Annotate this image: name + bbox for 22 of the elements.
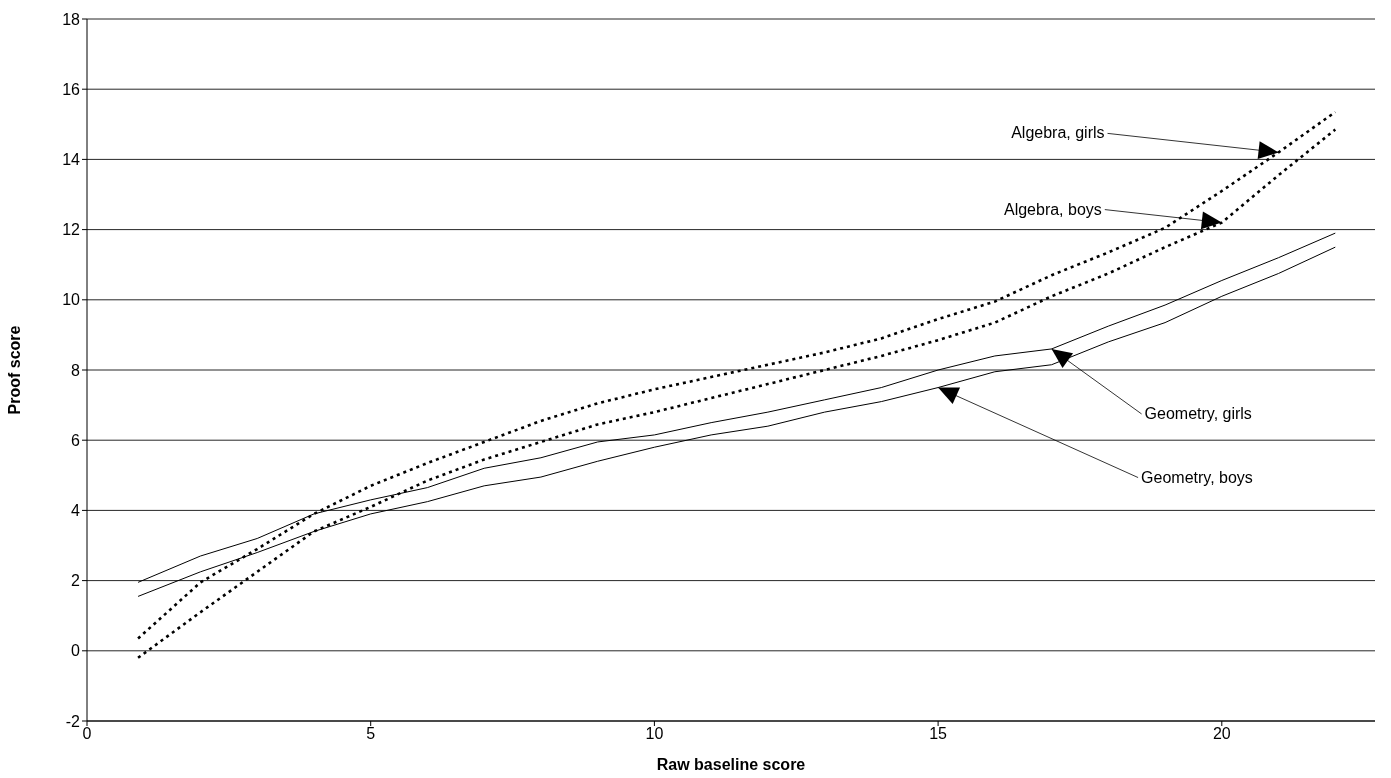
x-axis-title: Raw baseline score: [656, 756, 806, 773]
y-tick-label: 0: [71, 642, 81, 660]
y-tick-label: -2: [65, 712, 81, 730]
y-axis-title: Proof score: [5, 325, 23, 415]
y-tick-label: 2: [71, 572, 81, 590]
annotation: Geometry, girls: [1144, 404, 1252, 422]
x-tick-label: 15: [929, 725, 948, 743]
y-tick-label: 16: [62, 80, 81, 98]
y-tick-label: 8: [71, 361, 81, 379]
x-tick-label: 10: [645, 725, 664, 743]
y-tick-label: 18: [62, 10, 81, 28]
y-tick-label: 14: [62, 151, 81, 169]
annotation: Algebra, girls: [1011, 124, 1105, 142]
x-tick-label: 5: [366, 725, 376, 743]
annotation: Geometry, boys: [1141, 468, 1253, 486]
y-tick-label: 6: [71, 431, 81, 449]
y-tick-label: 10: [62, 291, 81, 309]
x-tick-label: 0: [82, 725, 92, 743]
y-tick-label: 12: [62, 221, 81, 239]
annotation: Algebra, boys: [1003, 200, 1102, 218]
y-tick-label: 4: [71, 502, 81, 520]
x-tick-label: 20: [1212, 725, 1231, 743]
